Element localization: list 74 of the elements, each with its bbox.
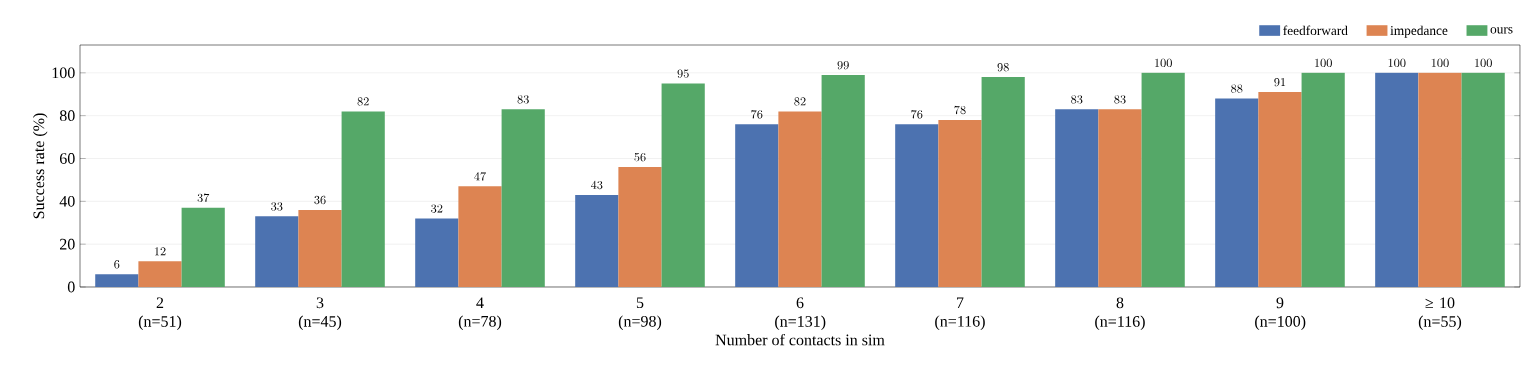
data-label: 37 — [197, 193, 210, 202]
data-label: 36 — [314, 195, 326, 205]
bar — [895, 124, 939, 287]
x-tick-label: 2 (n=51) — [138, 297, 182, 331]
data-label: 83 — [1114, 95, 1126, 104]
data-label: 82 — [357, 97, 369, 106]
bar — [1461, 72, 1505, 287]
bar — [1258, 92, 1302, 287]
y-axis-title: Success rate (%) — [32, 113, 48, 219]
data-label: 99 — [837, 60, 849, 70]
data-label: 100 — [1155, 58, 1172, 68]
x-tick-label: 5 (n=98) — [618, 297, 662, 330]
bar — [821, 74, 865, 287]
bar — [1301, 72, 1345, 287]
data-label: 98 — [997, 63, 1009, 72]
x-tick-label: 7 (n=116) — [935, 297, 985, 330]
y-tick-label: 80 — [59, 110, 75, 122]
data-label: 76 — [751, 110, 763, 119]
legend-label: ours — [1490, 27, 1513, 34]
data-label: 47 — [474, 172, 486, 181]
data-label: 12 — [154, 247, 166, 256]
bar — [1098, 109, 1142, 287]
x-tick-label: 4 (n=78) — [458, 297, 502, 331]
bar — [735, 124, 779, 287]
bar — [298, 209, 342, 287]
legend-label: impedance — [1390, 25, 1448, 38]
legend-label: feedforward — [1283, 25, 1348, 36]
data-label: 76 — [911, 110, 923, 119]
bar — [255, 216, 299, 287]
x-axis-title: Number of contacts in sim — [715, 333, 885, 346]
y-tick-label: 40 — [59, 195, 75, 207]
data-label: 56 — [634, 153, 646, 162]
bar — [618, 167, 662, 287]
x-tick-label: 3 (n=45) — [298, 297, 342, 331]
data-label: 100 — [1475, 58, 1492, 68]
bar — [1141, 72, 1185, 287]
bar — [1215, 98, 1259, 287]
y-tick-label: 60 — [59, 153, 75, 164]
bar — [458, 186, 502, 287]
bar — [661, 83, 705, 287]
data-label: 83 — [517, 95, 529, 104]
data-label: 88 — [1231, 84, 1243, 93]
x-tick-label: 9 (n=100) — [1255, 297, 1306, 331]
bar — [181, 207, 225, 287]
bar — [575, 194, 619, 287]
data-label: 43 — [590, 180, 603, 190]
data-label: 83 — [1071, 95, 1083, 104]
bar — [415, 218, 459, 287]
y-tick-label: 20 — [60, 238, 75, 250]
data-label: 100 — [1315, 58, 1332, 68]
bar — [1418, 72, 1462, 287]
data-label: 33 — [271, 202, 283, 211]
bar — [138, 261, 182, 287]
data-label: 100 — [1388, 58, 1406, 68]
data-label: 95 — [677, 69, 689, 78]
bar — [778, 111, 822, 287]
x-tick-label: 6 (n=131) — [775, 297, 826, 331]
bar — [938, 119, 982, 287]
bar — [501, 109, 545, 287]
data-label: 82 — [794, 97, 806, 106]
bar — [1055, 109, 1099, 287]
data-label: 91 — [1274, 78, 1286, 87]
bar — [981, 77, 1025, 287]
bar — [95, 274, 139, 287]
data-label: 100 — [1431, 58, 1449, 68]
y-tick-label: 100 — [52, 67, 75, 79]
data-label: 6 — [114, 260, 120, 269]
bar — [341, 111, 385, 287]
bar — [1375, 72, 1419, 287]
data-label: 32 — [431, 204, 443, 213]
x-tick-label: ≥ 10 (n=55) — [1418, 297, 1462, 331]
data-label: 78 — [954, 105, 966, 115]
x-tick-label: 8 (n=116) — [1095, 297, 1145, 331]
y-tick-label: 0 — [67, 281, 75, 293]
